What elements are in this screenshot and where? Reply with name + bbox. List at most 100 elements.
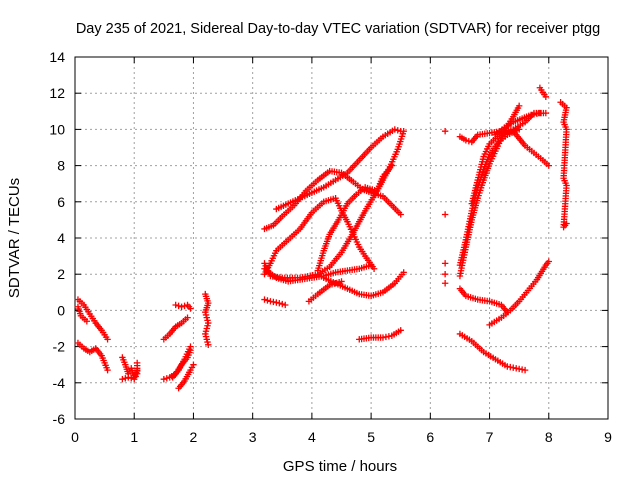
series-5 bbox=[119, 359, 141, 383]
data-point bbox=[515, 126, 523, 133]
data-point bbox=[128, 375, 135, 382]
data-point bbox=[545, 258, 552, 265]
data-point bbox=[397, 128, 404, 135]
series-3 bbox=[74, 339, 111, 374]
data-point bbox=[122, 375, 129, 382]
data-point bbox=[178, 303, 185, 310]
series-18 bbox=[261, 261, 375, 285]
data-point bbox=[397, 211, 404, 218]
data-point bbox=[175, 302, 182, 310]
y-tick-label: -4 bbox=[53, 375, 66, 391]
data-point bbox=[125, 374, 132, 381]
y-tick-label: 2 bbox=[57, 266, 65, 282]
data-point bbox=[542, 93, 550, 101]
data-point bbox=[160, 375, 168, 383]
data-point bbox=[391, 126, 398, 133]
data-point bbox=[521, 366, 529, 374]
series-31 bbox=[486, 258, 552, 329]
series-26 bbox=[468, 128, 552, 207]
data-point bbox=[563, 220, 570, 227]
data-point bbox=[184, 314, 191, 321]
data-point bbox=[441, 211, 449, 218]
data-point bbox=[542, 109, 550, 117]
series-20 bbox=[305, 278, 345, 305]
y-tick-label: -6 bbox=[53, 411, 66, 427]
data-point bbox=[83, 318, 91, 325]
data-point bbox=[187, 305, 194, 312]
series-10 bbox=[172, 301, 194, 312]
data-point bbox=[465, 137, 473, 145]
data-point bbox=[187, 343, 194, 350]
data-point bbox=[276, 299, 283, 307]
axis-ticks bbox=[74, 56, 609, 420]
data-point bbox=[462, 137, 470, 144]
series-9 bbox=[160, 314, 191, 343]
data-point bbox=[181, 302, 188, 310]
series-28 bbox=[536, 84, 550, 101]
series-8 bbox=[175, 361, 197, 392]
data-point bbox=[205, 341, 212, 348]
y-tick-label: 6 bbox=[57, 194, 65, 210]
data-point bbox=[441, 271, 449, 278]
series-16 bbox=[273, 126, 404, 213]
x-tick-label: 1 bbox=[130, 429, 138, 445]
data-point bbox=[163, 375, 170, 382]
x-axis-label: GPS time / hours bbox=[283, 458, 397, 475]
series-13 bbox=[261, 194, 378, 278]
x-tick-label: 4 bbox=[308, 429, 316, 445]
data-point bbox=[104, 336, 111, 343]
x-tick-label: 2 bbox=[190, 429, 198, 445]
x-tick-label: 3 bbox=[249, 429, 257, 445]
x-tick-labels: 0 1 2 3 4 5 6 7 8 9 bbox=[71, 429, 612, 445]
x-tick-label: 8 bbox=[545, 429, 553, 445]
series-22 bbox=[441, 128, 449, 287]
series-7 bbox=[169, 343, 194, 381]
chart-title: Day 235 of 2021, Sidereal Day-to-day VTE… bbox=[76, 21, 600, 37]
series-21 bbox=[356, 327, 404, 343]
data-point bbox=[190, 361, 197, 368]
data-point bbox=[370, 265, 378, 272]
series-2 bbox=[74, 303, 91, 325]
series-1 bbox=[74, 296, 111, 343]
data-point bbox=[400, 269, 407, 276]
data-point bbox=[172, 301, 179, 309]
grid-lines bbox=[75, 57, 608, 419]
data-point bbox=[133, 359, 141, 367]
data-point bbox=[119, 375, 126, 383]
data-point bbox=[536, 109, 544, 117]
series-32 bbox=[456, 330, 529, 374]
data-point bbox=[515, 102, 523, 110]
series-12 bbox=[261, 296, 289, 309]
data-marks bbox=[74, 84, 570, 392]
y-tick-label: 10 bbox=[49, 121, 65, 137]
data-point bbox=[104, 366, 111, 374]
data-point bbox=[441, 280, 449, 287]
data-point bbox=[264, 297, 271, 304]
data-point bbox=[397, 327, 404, 334]
series-30 bbox=[456, 285, 511, 316]
data-point bbox=[367, 261, 375, 269]
data-point bbox=[394, 127, 401, 134]
y-tick-label: 12 bbox=[49, 85, 65, 101]
x-tick-label: 7 bbox=[486, 429, 494, 445]
y-tick-label: 0 bbox=[57, 302, 65, 318]
x-tick-label: 9 bbox=[604, 429, 612, 445]
x-tick-label: 0 bbox=[71, 429, 79, 445]
data-point bbox=[279, 300, 286, 308]
data-point bbox=[441, 128, 449, 135]
series-27 bbox=[492, 109, 544, 139]
data-point bbox=[388, 162, 396, 169]
data-point bbox=[441, 260, 449, 267]
x-tick-label: 5 bbox=[367, 429, 375, 445]
data-point bbox=[545, 162, 552, 169]
y-tick-labels: -6 -4 -2 0 2 4 6 8 10 12 14 bbox=[49, 49, 65, 427]
data-point bbox=[261, 296, 268, 303]
y-tick-label: -2 bbox=[53, 339, 66, 355]
series-17 bbox=[314, 162, 396, 274]
data-point bbox=[282, 301, 289, 309]
series-29 bbox=[557, 99, 570, 231]
y-tick-label: 14 bbox=[49, 49, 65, 65]
series-11 bbox=[202, 290, 212, 348]
y-tick-label: 8 bbox=[57, 158, 65, 174]
